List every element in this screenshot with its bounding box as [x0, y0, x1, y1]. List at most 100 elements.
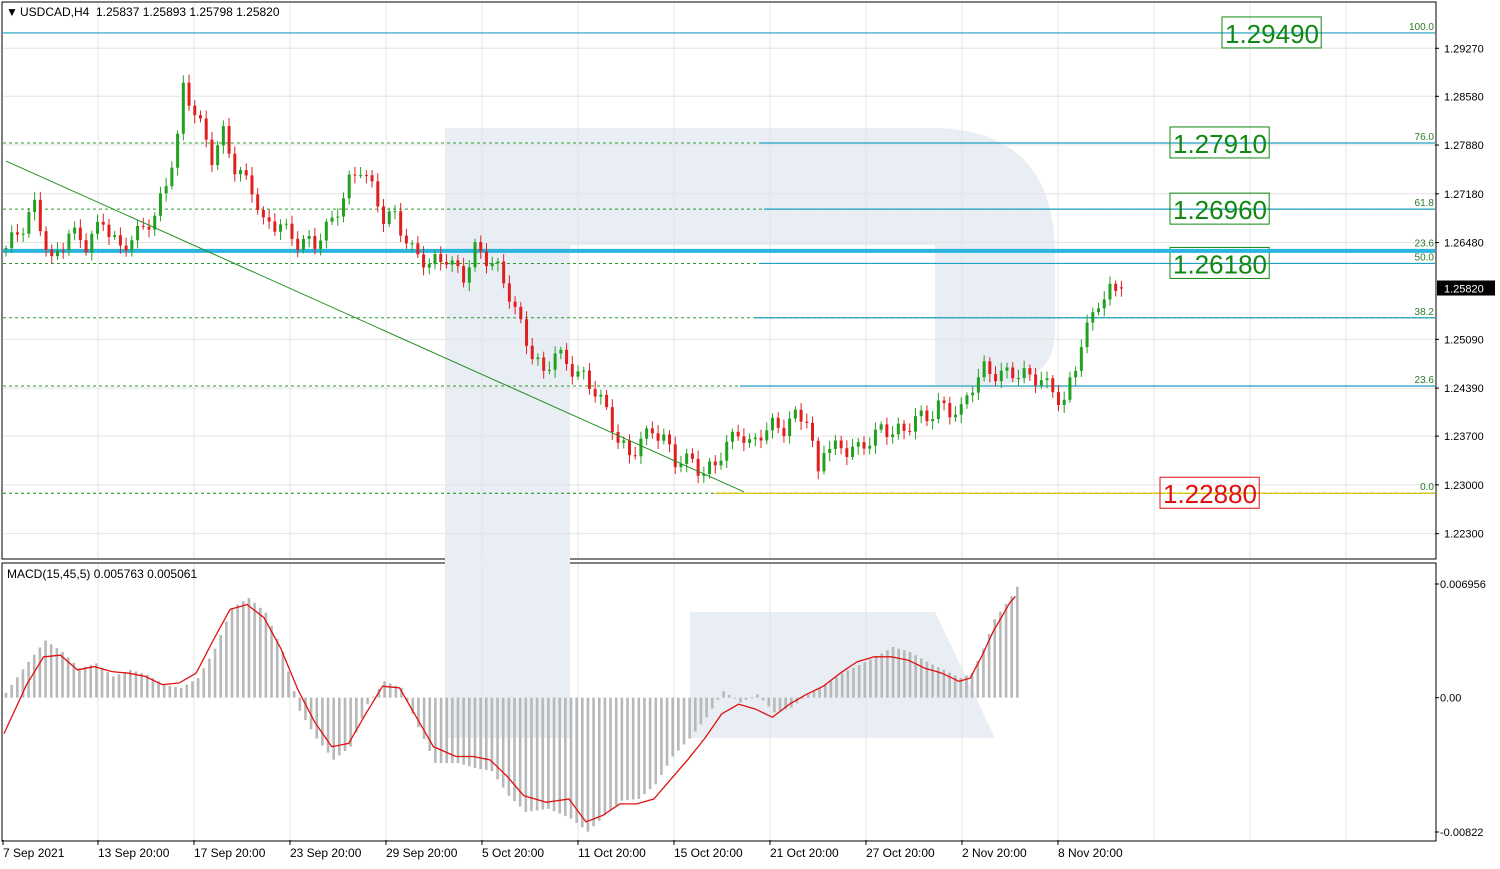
price-tick-label: 1.27880: [1444, 140, 1484, 152]
macd-histogram-bar: [445, 697, 448, 764]
macd-axis: 0.006956 0.00 -0.00822: [1435, 579, 1486, 839]
macd-histogram-bar: [230, 607, 234, 698]
price-tick-label: 1.27180: [1444, 189, 1484, 201]
candle-body: [959, 404, 963, 415]
candle-body: [1074, 370, 1078, 378]
macd-histogram-bar: [247, 597, 251, 698]
macd-histogram-bar: [66, 657, 70, 698]
candle-body: [130, 240, 134, 251]
macd-histogram-bar: [688, 697, 691, 739]
candle-body: [324, 221, 328, 241]
fib-price-box: [1169, 246, 1270, 279]
macd-histogram-bar: [654, 697, 658, 785]
fib-price-box: [1169, 126, 1270, 159]
macd-histogram-bar: [552, 697, 556, 812]
macd-histogram-bar: [931, 664, 934, 698]
candle-body: [158, 193, 162, 216]
macd-histogram-bar: [4, 692, 8, 698]
macd-histogram-bar: [89, 664, 93, 698]
candle-body: [21, 233, 25, 235]
macd-histogram-bar: [677, 697, 680, 751]
fib-level-ratio: 61.8: [1415, 198, 1435, 209]
macd-histogram-bar: [908, 651, 912, 698]
fib-price-label: 1.27910: [1169, 126, 1270, 159]
candle-body: [896, 423, 900, 435]
macd-histogram-bar: [535, 697, 539, 811]
macd-histogram-bar: [716, 697, 720, 700]
macd-signal-line: [3, 595, 1016, 823]
candle-body: [90, 233, 94, 253]
fib-price-box: [1221, 16, 1322, 49]
macd-histogram-bar: [637, 697, 641, 799]
macd-histogram-bar: [21, 669, 25, 698]
candle-body: [490, 263, 494, 267]
candle-body: [393, 211, 397, 213]
candle-body: [971, 392, 975, 396]
macd-histogram-bar: [287, 671, 290, 698]
candle-body: [216, 145, 220, 166]
macd-histogram-bar: [541, 697, 545, 810]
fib-level-ratio: 100.0: [1409, 22, 1434, 33]
macd-histogram-bar: [812, 691, 816, 698]
candle-body: [284, 223, 288, 225]
candle-body: [261, 209, 265, 218]
candle-body: [479, 242, 483, 252]
macd-histogram-bar: [309, 697, 313, 730]
fib-price-text: 1.27910: [1173, 129, 1267, 159]
macd-tick-label: 0.00: [1440, 693, 1461, 705]
macd-histogram-bar: [236, 604, 239, 698]
fib-level-ratio: 38.2: [1415, 307, 1435, 318]
candle-body: [313, 236, 317, 249]
macd-histogram-bar: [891, 647, 895, 698]
macd-histogram-bar: [275, 638, 279, 698]
macd-histogram-bar: [773, 697, 776, 713]
macd-histogram-bar: [840, 673, 844, 698]
candle-body: [118, 235, 122, 246]
price-tick-label: 1.25090: [1444, 334, 1484, 346]
candle-body: [976, 377, 980, 393]
macd-histogram-bar: [140, 673, 143, 698]
candle-body: [582, 370, 586, 372]
macd-histogram-bar: [151, 678, 155, 698]
candle-body: [1114, 283, 1118, 291]
candle-body: [627, 440, 631, 456]
macd-histogram-bar: [366, 697, 369, 705]
candle-body: [913, 416, 917, 432]
candle-body: [690, 453, 694, 459]
candle-body: [44, 231, 48, 250]
candle-body: [1022, 368, 1026, 379]
candle-body: [301, 238, 305, 250]
candle-body: [965, 395, 969, 405]
macd-histogram-bar: [496, 697, 499, 780]
dropdown-triangle-icon[interactable]: ▼: [6, 5, 18, 19]
time-tick-label: 5 Oct 20:00: [482, 846, 544, 860]
candle-body: [576, 371, 580, 377]
macd-histogram-bar: [948, 672, 951, 698]
macd-histogram-bar: [750, 697, 754, 699]
candle-body: [719, 460, 723, 466]
macd-histogram-bar: [982, 648, 985, 698]
price-panel[interactable]: [1, 1, 1437, 560]
candle-body: [187, 82, 191, 106]
macd-histogram-bar: [270, 625, 273, 698]
macd-histogram-bar: [394, 685, 398, 698]
macd-histogram-bar: [925, 661, 929, 698]
candle-body: [193, 105, 197, 116]
candle-body: [1016, 378, 1020, 380]
candle-body: [730, 431, 734, 442]
macd-histogram-bar: [168, 685, 172, 698]
candle-body: [96, 221, 100, 234]
macd-histogram-bar: [83, 666, 87, 698]
candle-body: [605, 394, 609, 408]
macd-histogram-bar: [592, 697, 595, 827]
macd-histogram-bar: [863, 662, 867, 698]
fib-level-ratio: 50.0: [1415, 252, 1435, 263]
macd-tick-label: 0.006956: [1440, 579, 1486, 591]
candle-body: [290, 223, 294, 239]
macd-histogram-bar: [524, 697, 528, 813]
candle-body: [484, 251, 488, 267]
trendline-segment: [5, 160, 745, 493]
macd-histogram-bar: [145, 674, 149, 698]
macd-histogram-bar: [490, 697, 494, 772]
macd-histogram-bar: [179, 687, 183, 698]
